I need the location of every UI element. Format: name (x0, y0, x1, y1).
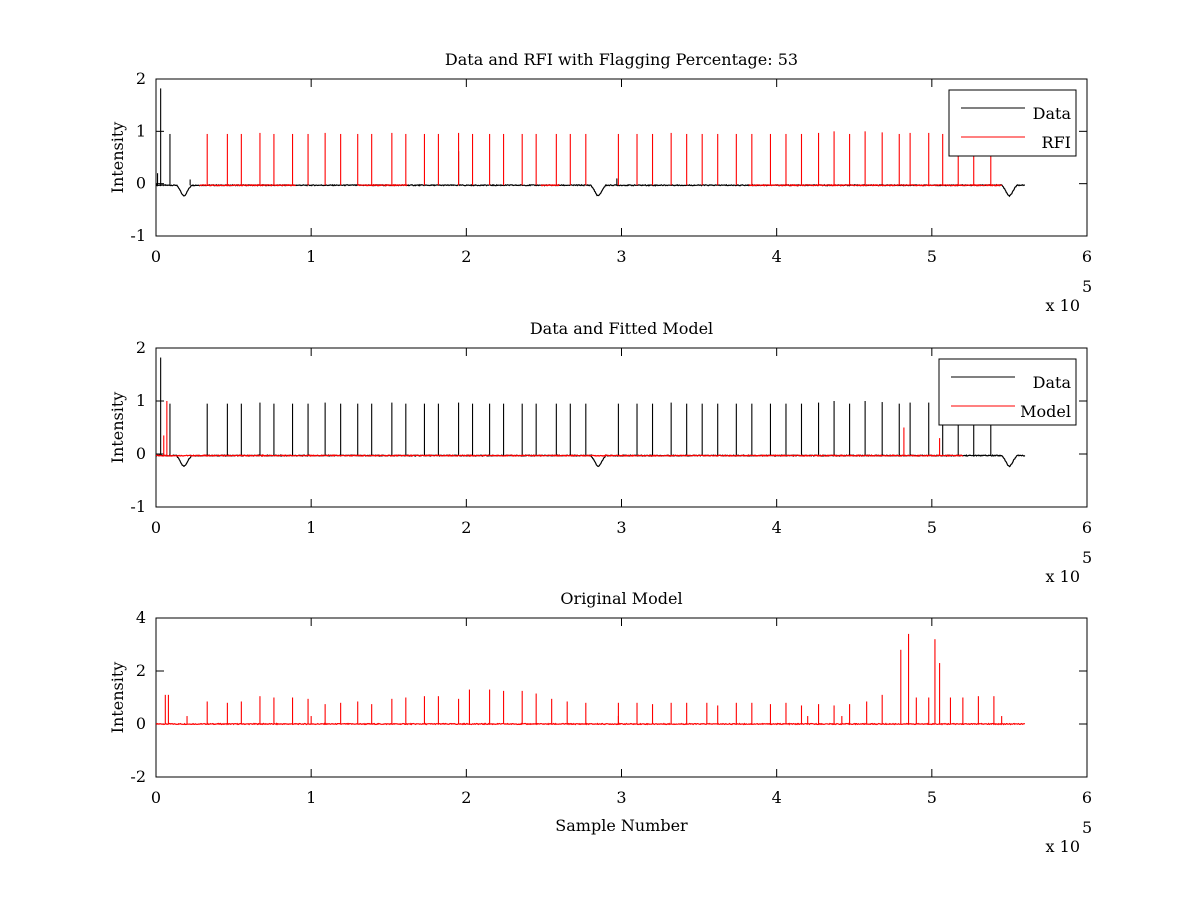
series-trace (357, 183, 408, 187)
series-trace (156, 453, 1026, 468)
x-multiplier: x 10 (1046, 296, 1080, 315)
series-trace (156, 183, 1025, 198)
y-tick-label: 0 (136, 444, 146, 463)
x-axis-label: Sample Number (555, 816, 688, 835)
series-rfi (199, 131, 1003, 187)
legend-box (948, 89, 1077, 157)
y-tick-label: -1 (130, 497, 146, 516)
series-model (156, 633, 1025, 726)
series-trace (199, 183, 296, 187)
y-tick-label: -1 (130, 226, 146, 245)
series-data (156, 88, 1025, 198)
x-tick-label: 4 (772, 518, 782, 537)
y-axis-label: Intensity (108, 392, 127, 464)
x-tick-label: 2 (461, 518, 471, 537)
chart-title: Original Model (560, 589, 682, 608)
y-tick-label: 2 (136, 69, 146, 88)
x-tick-label: 5 (927, 247, 937, 266)
y-tick-label: 1 (136, 121, 146, 140)
x-tick-label: 3 (616, 518, 626, 537)
y-tick-label: 0 (136, 714, 146, 733)
x-tick-label: 3 (616, 788, 626, 807)
x-tick-label: 6 (1082, 247, 1092, 266)
y-axis-label: Intensity (108, 662, 127, 734)
y-axis-label: Intensity (108, 122, 127, 194)
legend-label: RFI (1042, 133, 1071, 152)
axes-frame (155, 78, 1088, 237)
y-tick-label: 4 (136, 608, 146, 627)
axes-frame (155, 617, 1088, 778)
series-data (156, 357, 1026, 468)
series-trace (156, 722, 1025, 726)
y-tick-label: 0 (136, 174, 146, 193)
x-tick-label: 5 (927, 788, 937, 807)
x-multiplier-exponent: 5 (1082, 818, 1092, 837)
legend: Data Model (938, 358, 1077, 426)
x-tick-label: 1 (306, 788, 316, 807)
x-tick-label: 3 (616, 247, 626, 266)
x-tick-label: 0 (151, 788, 161, 807)
x-multiplier-exponent: 5 (1082, 277, 1092, 296)
y-tick-label: -2 (130, 767, 146, 786)
x-multiplier: x 10 (1046, 837, 1080, 856)
x-tick-label: 4 (772, 247, 782, 266)
x-tick-label: 0 (151, 518, 161, 537)
x-tick-label: 1 (306, 518, 316, 537)
x-tick-label: 6 (1082, 518, 1092, 537)
subplot-2: 0 1 2 3 4 5 6 -1 0 1 2 Data and Fitted Model Intensi… (108, 319, 1092, 586)
legend-label: Data (1033, 104, 1072, 123)
legend-label: Model (1020, 402, 1071, 421)
x-tick-label: 5 (927, 518, 937, 537)
x-tick-label: 4 (772, 788, 782, 807)
series-model (156, 401, 964, 458)
y-tick-label: 1 (136, 391, 146, 410)
legend: Data RFI (948, 89, 1077, 157)
series-trace (156, 454, 964, 458)
x-tick-label: 1 (306, 247, 316, 266)
legend-label: Data (1033, 373, 1072, 392)
chart-title: Data and RFI with Flagging Percentage: 5… (445, 50, 798, 69)
x-tick-label: 2 (461, 247, 471, 266)
x-tick-label: 2 (461, 788, 471, 807)
chart-title: Data and Fitted Model (530, 319, 713, 338)
x-tick-label: 6 (1082, 788, 1092, 807)
subplot-3: 0 1 2 3 4 5 6 -2 0 2 4 Original Model Intensity Sampl… (108, 589, 1092, 856)
x-multiplier-exponent: 5 (1082, 548, 1092, 567)
legend-box (938, 358, 1077, 426)
subplot-1: 0 1 2 3 4 5 6 -1 0 1 2 Data and RFI with Flagging P… (108, 50, 1092, 315)
y-tick-label: 2 (136, 661, 146, 680)
y-tick-label: 2 (136, 338, 146, 357)
x-multiplier: x 10 (1046, 567, 1080, 586)
series-trace (748, 183, 1003, 187)
x-tick-label: 0 (151, 247, 161, 266)
